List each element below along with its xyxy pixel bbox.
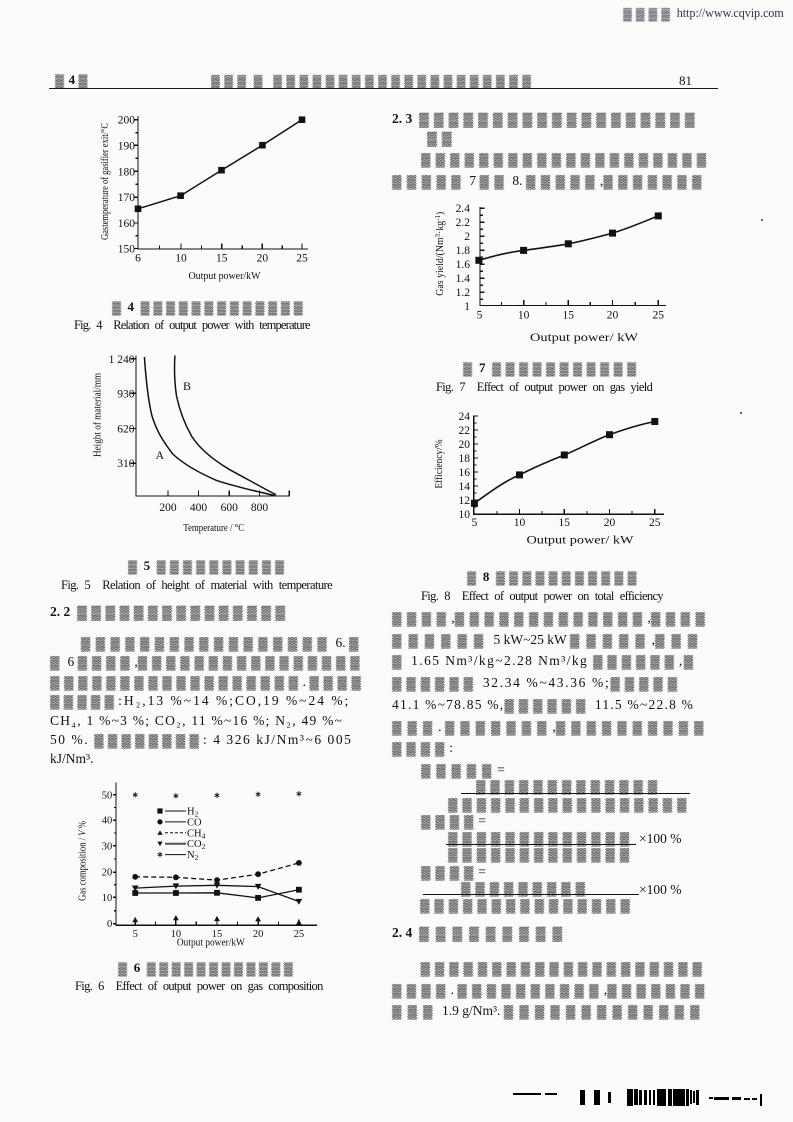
svg-text:25: 25 xyxy=(296,253,308,265)
svg-text:CO: CO xyxy=(187,817,202,828)
svg-text:N2: N2 xyxy=(187,850,199,862)
svg-text:B: B xyxy=(183,379,191,393)
svg-text:20: 20 xyxy=(607,310,619,322)
svg-text:0: 0 xyxy=(107,919,112,930)
svg-text:Output power/kW: Output power/kW xyxy=(177,938,245,949)
svg-text:12: 12 xyxy=(459,495,471,507)
svg-text:Output power/kW: Output power/kW xyxy=(189,270,262,282)
svg-text:10: 10 xyxy=(514,517,526,529)
svg-text:A: A xyxy=(156,448,165,462)
svg-text:Gas composition / V %: Gas composition / V % xyxy=(77,821,88,901)
svg-text:Height of material/mm: Height of material/mm xyxy=(93,373,104,457)
svg-text:20: 20 xyxy=(257,253,269,265)
svg-text:310: 310 xyxy=(117,458,135,470)
svg-text:16: 16 xyxy=(459,467,471,479)
svg-text:25: 25 xyxy=(294,929,305,940)
svg-text:1: 1 xyxy=(464,301,470,313)
svg-text:5: 5 xyxy=(133,929,138,940)
svg-text:25: 25 xyxy=(649,517,661,529)
svg-text:CH4: CH4 xyxy=(187,828,206,840)
svg-text:200: 200 xyxy=(118,115,136,127)
svg-text:18: 18 xyxy=(459,453,471,465)
svg-text:620: 620 xyxy=(117,424,135,436)
svg-text:25: 25 xyxy=(653,310,665,322)
svg-text:CO2: CO2 xyxy=(187,839,206,851)
svg-text:170: 170 xyxy=(118,192,136,204)
svg-text:160: 160 xyxy=(118,218,136,230)
svg-text:1 240: 1 240 xyxy=(109,354,135,366)
svg-text:10: 10 xyxy=(171,929,182,940)
svg-text:40: 40 xyxy=(102,816,113,827)
svg-text:15: 15 xyxy=(559,517,571,529)
svg-text:10: 10 xyxy=(459,509,471,521)
svg-text:1.6: 1.6 xyxy=(456,259,471,271)
svg-text:10: 10 xyxy=(518,310,530,322)
svg-text:2: 2 xyxy=(464,231,470,243)
svg-text:20: 20 xyxy=(102,868,113,879)
svg-text:6: 6 xyxy=(135,253,141,265)
svg-text:180: 180 xyxy=(118,166,136,178)
svg-text:5: 5 xyxy=(472,517,478,529)
svg-text:H2: H2 xyxy=(187,807,199,819)
svg-text:Output power/ kW: Output power/ kW xyxy=(527,535,634,547)
svg-text:2.2: 2.2 xyxy=(456,217,471,229)
svg-text:1.4: 1.4 xyxy=(456,273,471,285)
svg-text:190: 190 xyxy=(118,140,136,152)
svg-text:800: 800 xyxy=(251,502,269,514)
svg-text:1.8: 1.8 xyxy=(456,245,471,257)
svg-text:5: 5 xyxy=(477,310,483,322)
svg-text:Gas yield/(Nm3·kg-1): Gas yield/(Nm3·kg-1) xyxy=(434,212,446,296)
svg-text:400: 400 xyxy=(190,502,208,514)
svg-text:Gastemperature of gasifier exi: Gastemperature of gasifier exit/°C xyxy=(100,123,111,240)
svg-text:30: 30 xyxy=(102,841,113,852)
svg-text:Efficiency/%: Efficiency/% xyxy=(434,439,445,488)
svg-text:930: 930 xyxy=(117,388,135,400)
svg-text:14: 14 xyxy=(459,481,471,493)
svg-text:20: 20 xyxy=(253,929,264,940)
svg-text:15: 15 xyxy=(212,929,223,940)
svg-text:24: 24 xyxy=(459,411,471,423)
svg-text:2.4: 2.4 xyxy=(456,203,471,215)
svg-text:15: 15 xyxy=(563,310,575,322)
svg-text:10: 10 xyxy=(175,253,187,265)
svg-text:200: 200 xyxy=(159,502,177,514)
svg-text:15: 15 xyxy=(216,253,228,265)
svg-text:Temperature / °C: Temperature / °C xyxy=(183,523,244,534)
svg-text:22: 22 xyxy=(459,425,471,437)
svg-text:10: 10 xyxy=(102,893,113,904)
svg-text:20: 20 xyxy=(604,517,616,529)
svg-text:Output power/ kW: Output power/ kW xyxy=(530,332,638,344)
svg-text:50: 50 xyxy=(102,790,113,801)
svg-text:150: 150 xyxy=(118,244,136,256)
svg-text:1.2: 1.2 xyxy=(456,287,471,299)
svg-text:20: 20 xyxy=(459,439,471,451)
svg-text:600: 600 xyxy=(221,502,239,514)
